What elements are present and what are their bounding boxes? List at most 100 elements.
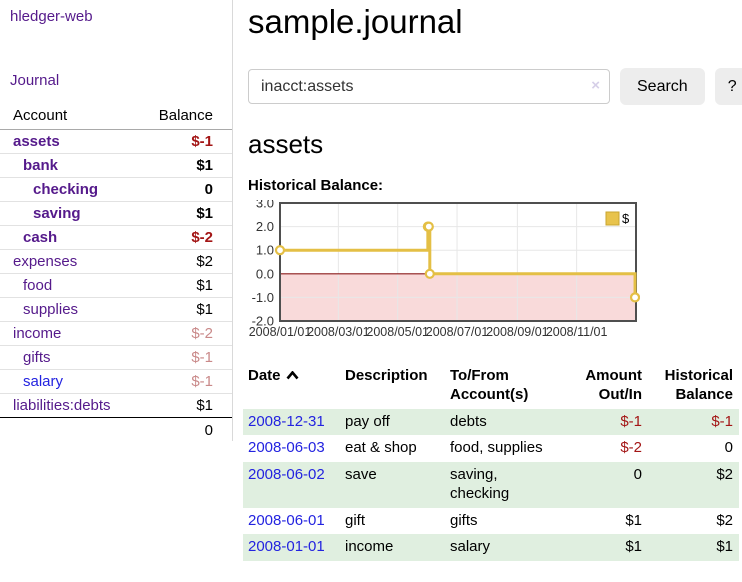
transaction-accounts: saving, checking — [450, 465, 510, 503]
y-tick-label: -1.0 — [252, 290, 274, 305]
transaction-row: 2008-12-31 pay off debts $-1 $-1 — [243, 408, 739, 435]
transaction-date-link[interactable]: 2008-01-01 — [248, 538, 325, 555]
account-row-supplies: supplies $1 — [0, 297, 232, 322]
sidebar-account-supplies[interactable]: supplies — [23, 301, 79, 318]
transaction-row: 2008-06-01 gift gifts $1 $2 — [243, 508, 739, 535]
transaction-description: gift — [345, 511, 366, 529]
sidebar-balance-income: $-2 — [139, 321, 232, 346]
sidebar-balance-cash: $-2 — [139, 225, 232, 250]
account-row-checking: checking 0 — [0, 177, 232, 202]
column-header-date[interactable]: Date — [243, 364, 340, 409]
sidebar-nav: Journal — [0, 72, 232, 90]
sidebar-account-expenses[interactable]: expenses — [13, 253, 78, 270]
data-point-marker — [274, 245, 286, 256]
y-tick-label: 0.0 — [256, 266, 274, 281]
sidebar-account-assets[interactable]: assets — [13, 133, 60, 150]
sidebar-balance-expenses: $2 — [139, 249, 232, 274]
sidebar-account-checking[interactable]: checking — [33, 181, 99, 198]
sidebar-account-liabilities-debts[interactable]: liabilities:debts — [13, 397, 111, 414]
sidebar-balance-liabilities-debts: $1 — [196, 397, 213, 414]
x-tick-label: 2008/03/01 — [307, 325, 370, 339]
sidebar-balance-salary: $-1 — [139, 369, 232, 394]
register-table: Date Description To/From Account(s) Amount … — [243, 364, 739, 561]
sidebar-account-gifts[interactable]: gifts — [23, 349, 51, 366]
x-tick-label: 2008/05/01 — [366, 325, 429, 339]
transaction-amount: $1 — [625, 511, 642, 529]
transaction-row: 2008-01-01 income salary $1 $1 — [243, 534, 739, 561]
sidebar-account-income[interactable]: income — [13, 325, 62, 342]
accounts-table-header: Account Balance — [0, 105, 232, 130]
transaction-row: 2008-06-02 save saving, checking 0 $2 — [243, 461, 739, 508]
main-content: sample.journal × Search ? assets Histori… — [233, 0, 742, 561]
x-tick-label: 2008/07/01 — [426, 325, 489, 339]
clear-search-icon[interactable]: × — [591, 77, 600, 94]
account-row-food: food $1 — [0, 273, 232, 298]
nav-journal-link[interactable]: Journal — [10, 72, 60, 89]
account-row-bank: bank $1 — [0, 153, 232, 178]
transaction-date-link[interactable]: 2008-06-01 — [248, 511, 325, 529]
account-row-assets: assets $-1 — [0, 129, 232, 154]
transaction-amount: $-1 — [620, 412, 642, 430]
y-tick-label: -2.0 — [252, 314, 274, 329]
sidebar-account-bank[interactable]: bank — [23, 157, 59, 174]
column-header-description: Description — [345, 367, 428, 384]
search-bar: × Search ? — [248, 68, 742, 105]
accounts-header-balance: Balance — [139, 105, 232, 130]
sidebar-balance-saving: $1 — [139, 201, 232, 226]
chart-title: Historical Balance: — [248, 177, 384, 194]
transaction-balance: $-1 — [711, 412, 733, 430]
accounts-total-row: 0 — [0, 417, 232, 443]
sidebar-balance-gifts: $-1 — [139, 345, 232, 370]
transaction-balance: $2 — [716, 465, 733, 483]
y-tick-label: 1.0 — [256, 243, 274, 258]
account-row-cash: cash $-2 — [0, 225, 232, 250]
sidebar-balance-food: $1 — [139, 273, 232, 298]
transaction-description: eat & shop — [345, 439, 417, 456]
x-tick-label: 2008/01/01 — [249, 325, 312, 339]
transaction-balance: 0 — [724, 439, 733, 456]
accounts-header-account: Account — [0, 105, 140, 130]
account-row-salary: salary $-1 — [0, 369, 232, 394]
transaction-date-link[interactable]: 2008-12-31 — [248, 412, 325, 430]
sidebar-account-salary[interactable]: salary — [23, 373, 64, 390]
sidebar-account-food[interactable]: food — [23, 277, 53, 294]
account-row-income: income $-2 — [0, 321, 232, 346]
transaction-date-link[interactable]: 2008-06-03 — [248, 439, 325, 456]
transaction-row: 2008-06-03 eat & shop food, supplies $-2 0 — [243, 435, 739, 462]
sort-ascending-icon — [286, 370, 299, 380]
transaction-amount: $-2 — [620, 439, 642, 456]
search-input[interactable] — [248, 69, 610, 104]
transaction-amount: $1 — [625, 538, 642, 555]
sidebar-account-cash[interactable]: cash — [23, 229, 58, 246]
y-tick-label: 2.0 — [256, 219, 274, 234]
account-row-expenses: expenses $2 — [0, 249, 232, 274]
historical-balance-chart: $3.0 2.0 1.0 0.0 -1.0 -2.0 2008/01/01 2008/03/0… — [248, 196, 742, 340]
column-header-balance: Historical Balance — [664, 367, 733, 403]
transaction-amount: 0 — [633, 465, 642, 483]
column-header-amount: Amount Out/In — [585, 367, 642, 403]
search-button[interactable]: Search — [620, 68, 705, 105]
sidebar-account-saving[interactable]: saving — [33, 205, 81, 222]
account-heading: assets — [248, 129, 324, 159]
transaction-description: pay off — [345, 412, 390, 430]
register-header-row: Date Description To/From Account(s) Amount … — [243, 364, 739, 409]
x-tick-label: 2008/11/01 — [546, 325, 608, 339]
transaction-date-link[interactable]: 2008-06-02 — [248, 465, 325, 483]
y-tick-label: 3.0 — [256, 200, 274, 211]
account-row-saving: saving $1 — [0, 201, 232, 226]
sidebar-balance-bank: $1 — [139, 153, 232, 178]
x-tick-label: 2008/09/01 — [486, 325, 549, 339]
transaction-accounts: debts — [450, 412, 487, 430]
sidebar-balance-supplies: $1 — [139, 297, 232, 322]
data-point-marker — [424, 268, 435, 279]
transaction-accounts: food, supplies — [450, 439, 543, 456]
account-row-gifts: gifts $-1 — [0, 345, 232, 370]
plot-border — [279, 202, 637, 322]
transaction-accounts: gifts — [450, 511, 478, 529]
app-title: hledger-web — [0, 8, 232, 26]
app-title-link[interactable]: hledger-web — [10, 8, 93, 25]
transaction-description: income — [345, 538, 394, 555]
data-point-marker — [423, 221, 434, 232]
help-button[interactable]: ? — [714, 68, 742, 105]
legend-swatch — [605, 211, 620, 226]
